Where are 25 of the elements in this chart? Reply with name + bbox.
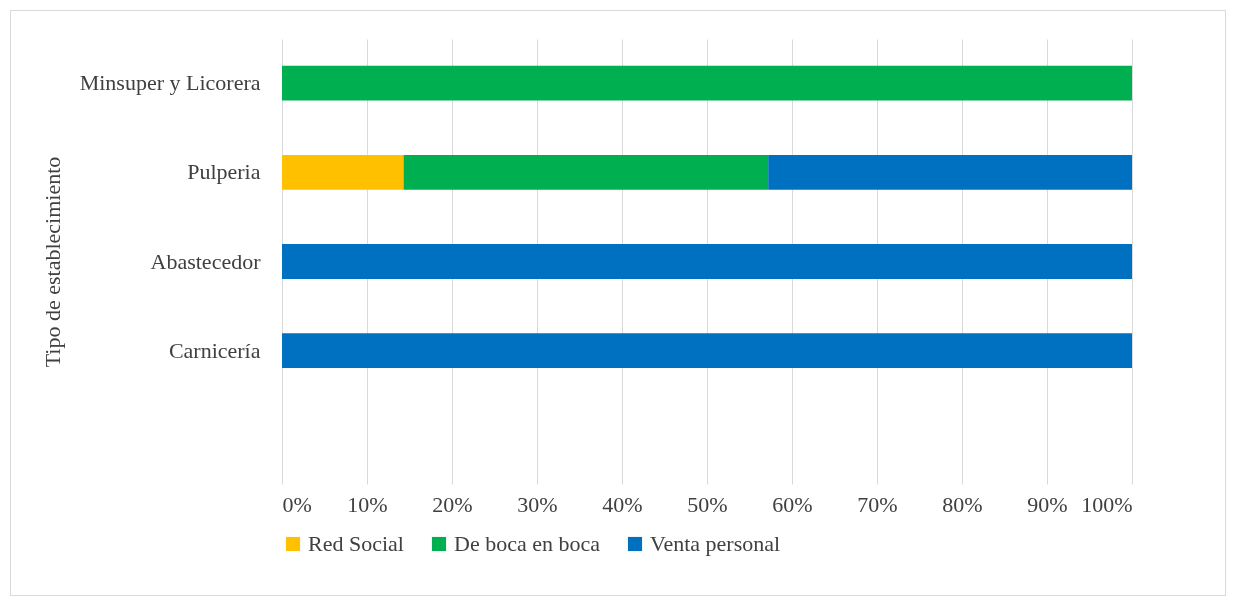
bar (768, 154, 1132, 190)
x-tick-label: 20% (432, 491, 473, 517)
legend-label: Venta personal (650, 531, 781, 556)
legend-label: De boca en boca (454, 531, 601, 556)
y-axis-title: Tipo de establecimiento (39, 156, 65, 368)
bar (282, 154, 404, 190)
x-tick-label: 10% (347, 491, 388, 517)
x-tick-label: 90% (1027, 491, 1068, 517)
x-tick-label: 80% (942, 491, 983, 517)
x-tick-label: 0% (282, 491, 312, 517)
y-tick-label: Carnicería (168, 337, 261, 363)
y-tick-label: Pulperia (187, 159, 261, 185)
bar (403, 154, 769, 190)
y-tick-label: Minsuper y Licorera (79, 70, 261, 96)
x-tick-label: 30% (517, 491, 558, 517)
bar (282, 65, 1132, 101)
x-tick-label: 60% (772, 491, 813, 517)
legend-label: Red Social (308, 531, 404, 556)
bar (282, 333, 1132, 369)
bar (282, 244, 1132, 279)
x-tick-label: 40% (602, 491, 643, 517)
x-tick-label: 50% (687, 491, 728, 517)
x-tick-label: 100% (1081, 491, 1133, 517)
y-tick-label: Abastecedor (150, 248, 262, 274)
x-tick-label: 70% (857, 491, 898, 517)
